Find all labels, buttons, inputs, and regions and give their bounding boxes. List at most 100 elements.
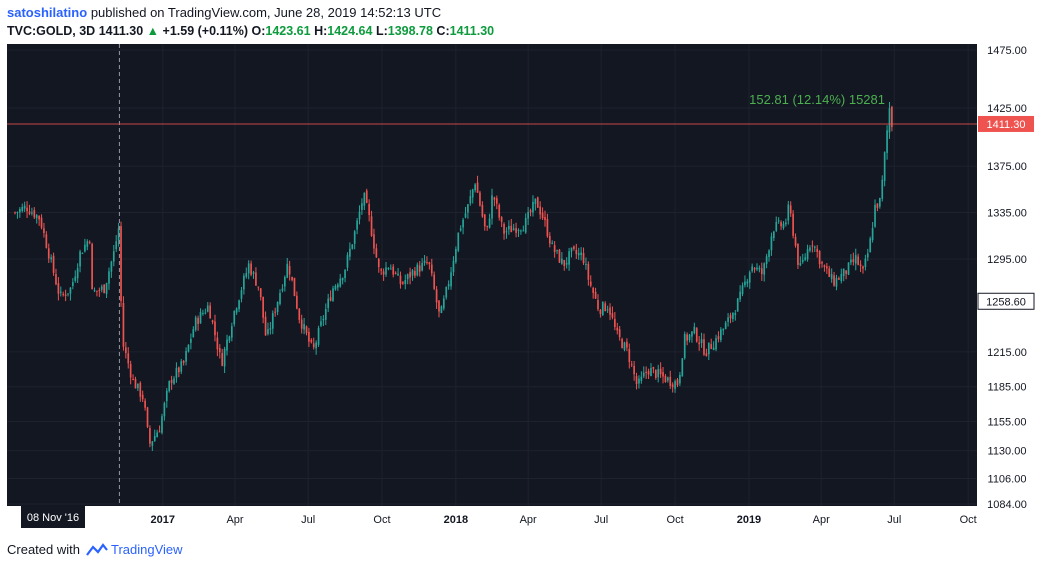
crosshair-date-label: 08 Nov '16 bbox=[27, 512, 79, 524]
candle-body-up bbox=[206, 305, 209, 312]
candle-body-up bbox=[450, 272, 452, 287]
candle-body-down bbox=[438, 300, 440, 312]
candle-body-up bbox=[344, 269, 346, 279]
candle-body-up bbox=[512, 228, 515, 231]
candle-body-up bbox=[185, 351, 187, 362]
candle-body-down bbox=[833, 275, 835, 286]
candle-body-down bbox=[329, 297, 332, 301]
candle-body-down bbox=[695, 328, 698, 342]
candle-body-up bbox=[508, 225, 510, 230]
candle-body-up bbox=[881, 179, 884, 199]
price-chart[interactable]: 1475.00 1425.00 1375.00 1335.00 1295.00 1215.… bbox=[7, 44, 1037, 532]
candle-body-down bbox=[134, 378, 137, 389]
high-label: H: bbox=[314, 24, 328, 38]
candle-body-up bbox=[736, 298, 739, 312]
time-tick-label: 2018 bbox=[444, 514, 468, 526]
crosshair-date-box bbox=[21, 506, 85, 528]
candle-body-down bbox=[797, 243, 799, 265]
candle-body-down bbox=[298, 308, 301, 320]
candle-body-down bbox=[481, 204, 484, 217]
candle-body-up bbox=[334, 285, 337, 290]
candle-body-down bbox=[503, 224, 505, 234]
candle-body-down bbox=[255, 272, 257, 286]
candle-body-down bbox=[141, 394, 144, 400]
plot-area bbox=[7, 44, 977, 506]
candle-body-down bbox=[380, 269, 383, 271]
candle-body-down bbox=[599, 309, 602, 314]
candle-body-down bbox=[676, 379, 679, 386]
candle-body-down bbox=[609, 307, 611, 315]
author-link[interactable]: satoshilatino bbox=[7, 5, 88, 20]
tradingview-brand-link[interactable]: TradingView bbox=[110, 542, 183, 557]
candle-body-up bbox=[527, 211, 529, 219]
candle-body-up bbox=[455, 248, 457, 263]
candle-body-down bbox=[479, 192, 481, 206]
candle-body-up bbox=[565, 262, 568, 265]
candle-body-down bbox=[647, 371, 650, 375]
low-value: 1398.78 bbox=[387, 24, 433, 38]
candle-body-down bbox=[120, 226, 122, 302]
time-tick-label: Apr bbox=[226, 514, 243, 526]
chart-header: satoshilatino published on TradingView.c… bbox=[7, 3, 494, 41]
candle-body-up bbox=[606, 309, 609, 311]
candle-body-down bbox=[573, 246, 575, 249]
candle-body-up bbox=[385, 267, 387, 275]
publish-line: satoshilatino published on TradingView.c… bbox=[7, 3, 494, 22]
candle-body-down bbox=[686, 334, 688, 341]
candle-body-up bbox=[411, 270, 414, 276]
candle-body-down bbox=[821, 262, 823, 264]
candle-body-up bbox=[464, 213, 467, 218]
candle-body-down bbox=[563, 259, 566, 267]
candle-body-up bbox=[679, 374, 681, 384]
candle-body-down bbox=[28, 211, 31, 214]
candle-body-up bbox=[775, 221, 778, 231]
candle-body-up bbox=[734, 313, 737, 316]
candle-body-down bbox=[597, 300, 599, 310]
time-tick-label: Jul bbox=[594, 514, 608, 526]
candle-body-up bbox=[585, 264, 587, 266]
candle-body-down bbox=[62, 293, 65, 295]
time-tick-label: 2019 bbox=[737, 514, 761, 526]
candle-body-up bbox=[84, 244, 86, 252]
price-tick-label: 1425.00 bbox=[987, 103, 1027, 115]
candle-body-up bbox=[462, 219, 464, 228]
last-price-label: 1411.30 bbox=[987, 119, 1026, 131]
candle-body-up bbox=[580, 252, 582, 256]
candle-body-down bbox=[760, 268, 763, 275]
candle-body-up bbox=[223, 348, 226, 367]
last-price: 1411.30 bbox=[98, 24, 144, 38]
candle-body-up bbox=[322, 318, 325, 321]
price-tick-label: 1215.00 bbox=[987, 347, 1027, 359]
candle-body-down bbox=[635, 376, 638, 385]
candle-body-up bbox=[336, 284, 339, 288]
candle-body-down bbox=[293, 277, 296, 297]
candle-body-up bbox=[389, 268, 392, 270]
candle-body-down bbox=[433, 274, 436, 289]
candle-body-up bbox=[421, 262, 423, 271]
candle-body-up bbox=[72, 282, 74, 286]
candle-body-up bbox=[332, 288, 334, 301]
candle-body-down bbox=[418, 265, 421, 272]
open-value: 1423.61 bbox=[265, 24, 311, 38]
candle-body-up bbox=[524, 218, 527, 233]
candle-body-down bbox=[575, 250, 578, 255]
candle-body-down bbox=[671, 384, 674, 388]
candle-body-up bbox=[442, 298, 445, 309]
candle-body-down bbox=[544, 217, 546, 221]
candle-body-up bbox=[724, 322, 727, 330]
candle-body-up bbox=[741, 285, 744, 294]
candle-body-down bbox=[127, 353, 130, 364]
candle-body-up bbox=[874, 204, 876, 227]
candle-body-down bbox=[40, 217, 43, 228]
candle-body-up bbox=[732, 312, 734, 320]
candle-body-down bbox=[55, 274, 57, 285]
candle-body-up bbox=[756, 267, 758, 270]
candle-body-up bbox=[137, 383, 139, 389]
candle-body-up bbox=[156, 432, 159, 438]
candle-body-down bbox=[124, 347, 127, 354]
time-axis[interactable] bbox=[7, 506, 977, 532]
candle-body-down bbox=[310, 339, 313, 343]
candle-body-up bbox=[777, 220, 780, 222]
candle-body-up bbox=[283, 277, 286, 287]
candle-body-up bbox=[727, 317, 729, 322]
